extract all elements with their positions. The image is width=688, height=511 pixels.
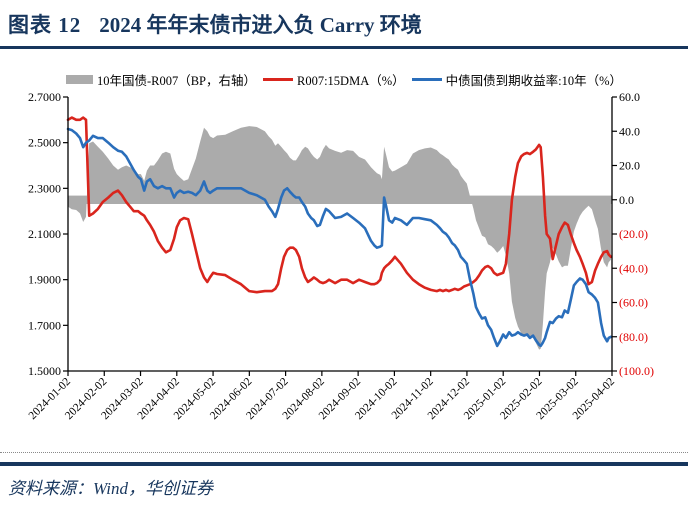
title-underline — [0, 46, 688, 49]
area-swatch-icon — [65, 75, 93, 84]
legend-label-spread: 10年国债-R007（BP，右轴） — [96, 74, 256, 88]
zero-baseline-band — [68, 195, 612, 204]
source-note: 资料来源：Wind，华创证券 — [8, 479, 213, 498]
right-tick-label: 60.0 — [619, 90, 640, 104]
right-tick-label: (40.0) — [619, 261, 648, 275]
right-tick-label: 0.0 — [619, 193, 634, 207]
left-tick-label: 1.5000 — [28, 364, 61, 378]
right-tick-label: (80.0) — [619, 330, 648, 344]
right-tick-label: 40.0 — [619, 124, 640, 138]
r007-line — [66, 116, 613, 294]
legend-item-spread: 10年国债-R007（BP，右轴） — [65, 70, 256, 89]
footer-rule — [0, 462, 688, 466]
red-line-swatch-icon — [263, 78, 293, 81]
left-tick-label: 2.7000 — [28, 90, 61, 104]
left-tick-label: 1.7000 — [28, 318, 61, 332]
left-tick-label: 2.5000 — [28, 136, 61, 150]
spread-area — [68, 126, 611, 350]
left-tick-label: 1.9000 — [28, 273, 61, 287]
blue-line-swatch-icon — [411, 78, 442, 81]
legend-item-r007: R007:15DMA（%） — [263, 70, 405, 89]
left-tick-label: 2.3000 — [28, 181, 61, 195]
chart-legend: 10年国债-R007（BP，右轴） R007:15DMA（%） 中债国债到期收益… — [0, 70, 688, 89]
figure-title: 2024 年年末债市进入负 Carry 环境 — [99, 13, 422, 37]
legend-label-cgb10y: 中债国债到期收益率:10年（%） — [445, 74, 623, 88]
figure-number: 图表 12 — [8, 13, 82, 37]
right-tick-label: (100.0) — [619, 364, 654, 378]
legend-label-r007: R007:15DMA（%） — [297, 74, 405, 88]
right-tick-label: 20.0 — [619, 159, 640, 173]
footer-dotted-rule — [0, 452, 688, 453]
right-tick-label: (60.0) — [619, 296, 648, 310]
cgb10y-line — [66, 127, 613, 348]
page-title: 图表 12 2024 年年末债市进入负 Carry 环境 — [8, 6, 422, 44]
right-tick-label: (20.0) — [619, 227, 648, 241]
legend-item-cgb10y: 中债国债到期收益率:10年（%） — [411, 70, 623, 89]
left-tick-label: 2.1000 — [28, 227, 61, 241]
